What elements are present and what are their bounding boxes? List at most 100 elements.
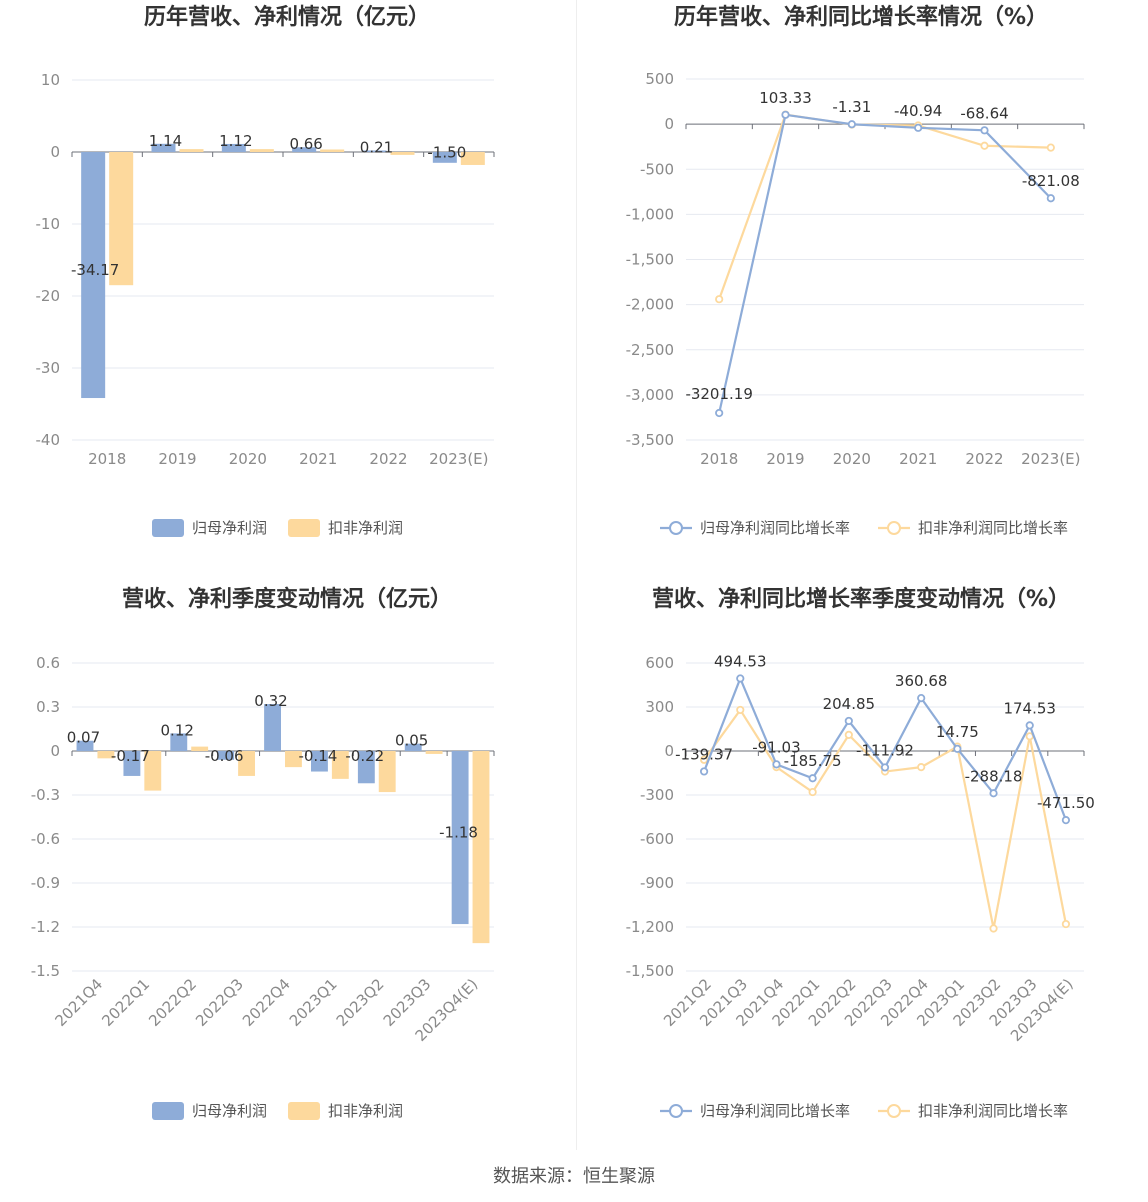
chart2-ytick-label: 0 xyxy=(664,115,674,133)
chart-quarterly-profit-svg: 营收、净利季度变动情况（亿元） 0.6 0.3 0 -0.3 -0.6 -0.9 -1.2 -1… xyxy=(31,586,495,1120)
chart1-ytick-label: 10 xyxy=(41,71,60,89)
chart2-ytick-label: 500 xyxy=(645,70,674,88)
chart1-bar-guimu xyxy=(221,143,246,152)
chart1-ytick-label: -40 xyxy=(36,431,61,449)
chart2-point-koufei xyxy=(715,295,724,304)
chart1-xtick-label: 2020 xyxy=(229,450,267,468)
chart4-point-koufei xyxy=(736,705,745,715)
chart3-ytick-label: 0.3 xyxy=(36,698,60,716)
chart3-data-label: -0.17 xyxy=(111,747,150,765)
chart1-data-label: 0.66 xyxy=(289,135,322,153)
chart3-bar-guimu xyxy=(264,704,281,751)
chart3-data-label: 0.32 xyxy=(254,692,287,710)
chart-quarterly-growth-svg: 营收、净利同比增长率季度变动情况（%） 600 300 0 -300 -600 -900 -1… xyxy=(626,586,1095,1120)
chart3-bar-guimu xyxy=(217,751,235,760)
chart2-data-label: -3201.19 xyxy=(685,385,752,403)
chart1-xtick-label: 2019 xyxy=(158,450,196,468)
chart4-data-label: -185.75 xyxy=(784,752,842,770)
chart4-legend-label: 归母净利润同比增长率 xyxy=(700,1102,850,1120)
panel-divider xyxy=(576,0,577,1150)
chart1-legend-swatch xyxy=(152,519,184,537)
chart4-data-label: -288.18 xyxy=(965,767,1023,785)
chart1-bar-guimu xyxy=(362,150,387,152)
chart2-point-guimu xyxy=(980,126,989,135)
chart2-ytick-label: -1,500 xyxy=(626,251,674,269)
chart2-ytick-label: -3,000 xyxy=(626,386,674,404)
chart2-ytick-label: -3,500 xyxy=(626,431,674,449)
chart2-ytick-label: -1,000 xyxy=(626,205,674,223)
chart3-bar-guimu xyxy=(311,751,328,772)
chart2-line-guimu xyxy=(718,113,1052,414)
chart1-bar-guimu xyxy=(151,143,176,152)
chart1-ytick-label: 0 xyxy=(50,143,60,161)
chart2-data-label: 103.33 xyxy=(759,89,812,107)
chart3-xtick-label: 2023Q1 xyxy=(286,975,341,1030)
chart2-line-koufei xyxy=(718,113,1051,300)
chart-panel-quarterly-profit: 营收、净利季度变动情况（亿元） 0.6 0.3 0 -0.3 -0.6 -0.9 -1.2 -1… xyxy=(0,582,574,1162)
chart3-ytick-label: -0.6 xyxy=(31,830,60,848)
chart4-data-label: 360.68 xyxy=(895,672,948,690)
chart1-xtick-label: 2021 xyxy=(299,450,337,468)
chart4-point-guimu xyxy=(880,763,890,772)
chart3-bar-guimu xyxy=(123,751,141,776)
chart3-ytick-label: 0 xyxy=(50,742,60,760)
chart4-point-koufei xyxy=(808,787,817,797)
chart4-point-koufei xyxy=(699,755,709,764)
chart3-xtick-label: 2022Q1 xyxy=(98,975,153,1030)
chart1-bar-guimu xyxy=(432,152,457,163)
chart3-bar-koufei xyxy=(191,746,209,751)
chart3-bar-koufei xyxy=(285,751,302,768)
chart3-legend-label: 归母净利润 xyxy=(192,1102,267,1120)
chart3-legend-swatch xyxy=(288,1102,320,1120)
chart3-bar-koufei xyxy=(331,751,349,779)
chart1-xtick-label: 2023(E) xyxy=(429,450,488,468)
chart2-xtick-label: 2018 xyxy=(700,450,738,468)
chart2-data-label: -821.08 xyxy=(1022,172,1080,190)
chart-annual-growth-svg: 历年营收、净利同比增长率情况（%） 500 0 -500 -1,000 -1,500 -2,… xyxy=(626,4,1085,537)
chart2-title: 历年营收、净利同比增长率情况（%） xyxy=(674,4,1048,30)
chart1-bar-guimu xyxy=(292,147,317,152)
chart1-bar-koufei xyxy=(179,149,204,152)
chart3-data-label: -1.18 xyxy=(439,824,478,842)
chart4-data-label: -471.50 xyxy=(1037,794,1095,812)
chart4-legend-marker xyxy=(887,1104,901,1118)
chart2-legend-label: 归母净利润同比增长率 xyxy=(700,519,850,537)
chart3-bar-guimu xyxy=(357,751,375,784)
chart4-data-label: 204.85 xyxy=(823,695,876,713)
chart1-ytick-label: -20 xyxy=(36,287,61,305)
chart4-ytick-label: -900 xyxy=(640,874,674,892)
chart1-data-label: 1.12 xyxy=(219,132,252,150)
chart1-bar-koufei xyxy=(460,152,485,165)
chart3-legend-label: 扣非净利润 xyxy=(328,1102,403,1120)
chart4-point-guimu xyxy=(1061,816,1071,825)
chart3-xtick-label: 2022Q3 xyxy=(192,975,247,1030)
chart3-legend-swatch xyxy=(152,1102,184,1120)
chart2-xtick-label: 2020 xyxy=(833,450,871,468)
chart4-legend-label: 扣非净利润同比增长率 xyxy=(918,1102,1068,1120)
chart4-point-guimu xyxy=(953,744,962,753)
chart3-bar-koufei xyxy=(238,751,255,776)
chart1-data-label: -1.50 xyxy=(427,143,466,161)
chart2-xtick-label: 2021 xyxy=(899,450,937,468)
chart4-point-koufei xyxy=(844,730,853,739)
chart1-bar-koufei xyxy=(249,149,274,152)
chart4-data-label: -111.92 xyxy=(856,741,914,759)
chart4-data-label: 494.53 xyxy=(714,652,767,670)
chart2-ytick-label: -2,500 xyxy=(626,341,674,359)
chart1-xtick-label: 2022 xyxy=(369,450,407,468)
chart2-point-guimu xyxy=(914,123,923,132)
chart4-ytick-label: 600 xyxy=(645,654,674,672)
chart4-point-koufei xyxy=(917,763,926,772)
chart3-data-label: 0.05 xyxy=(395,732,428,750)
chart3-data-label: -0.22 xyxy=(345,747,384,765)
chart3-bar-guimu xyxy=(451,751,469,925)
chart-panel-quarterly-growth: 营收、净利同比增长率季度变动情况（%） 600 300 0 -300 -600 -900 -1… xyxy=(574,582,1148,1162)
chart3-xtick-label: 2023Q2 xyxy=(333,975,388,1030)
chart2-point-koufei xyxy=(980,141,989,150)
chart4-data-label: -91.03 xyxy=(752,738,800,756)
chart2-xtick-label: 2023(E) xyxy=(1021,450,1080,468)
chart2-legend-marker xyxy=(669,521,683,535)
chart1-ytick-label: -10 xyxy=(36,215,61,233)
chart4-point-koufei xyxy=(1061,919,1071,929)
chart3-ytick-label: 0.6 xyxy=(36,654,60,672)
